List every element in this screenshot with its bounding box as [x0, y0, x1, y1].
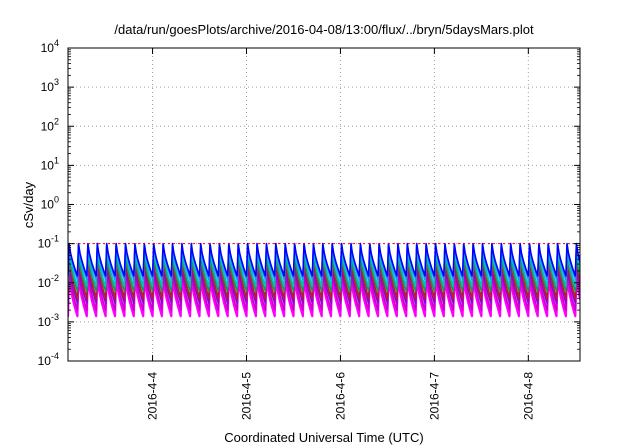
grid	[68, 48, 580, 361]
y-tick-label: 104	[41, 38, 59, 55]
y-tick-label: 101	[41, 155, 59, 172]
series-line	[68, 264, 580, 304]
series-line	[68, 254, 580, 293]
series-line	[68, 270, 580, 311]
series-clip	[68, 242, 580, 318]
y-tick-label: 102	[41, 116, 59, 133]
x-tick-label: 2016-4-6	[333, 372, 347, 420]
x-tick-label: 2016-4-7	[427, 372, 441, 420]
y-tick-label: 103	[41, 77, 59, 94]
y-tick-label: 10-4	[38, 351, 59, 368]
y-tick-label: 100	[41, 195, 59, 212]
series-line	[68, 275, 580, 318]
series-group	[68, 242, 580, 318]
x-tick-label: 2016-4-4	[146, 372, 160, 420]
series-line	[68, 242, 580, 277]
x-tick-label: 2016-4-8	[521, 372, 535, 420]
y-tick-label: 10-2	[38, 273, 59, 290]
y-axis-title: cSv/day	[21, 181, 36, 228]
x-tick-label: 2016-4-5	[239, 372, 253, 420]
axes: 10-4 10-3 10-2 10-1 100 101 102 103 104 2016-4-4 2…	[38, 38, 581, 420]
y-tick-label: 10-3	[38, 312, 59, 329]
x-axis-title: Coordinated Universal Time (UTC)	[224, 430, 423, 445]
chart-title: /data/run/goesPlots/archive/2016-04-08/1…	[114, 22, 534, 37]
y-tick-label: 10-1	[38, 234, 59, 251]
series-line	[68, 256, 580, 300]
series-line	[68, 247, 580, 288]
